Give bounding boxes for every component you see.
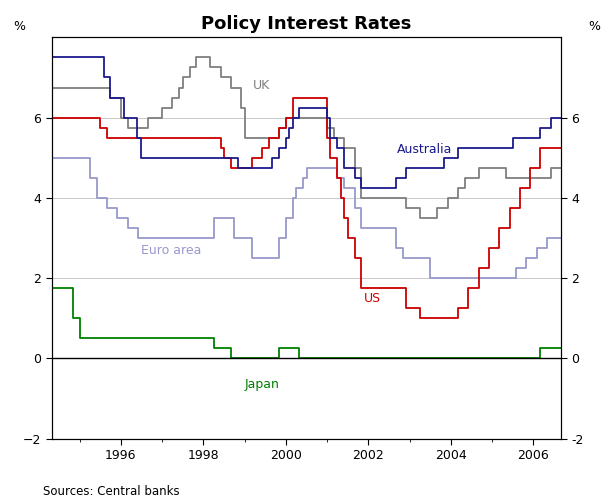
Text: UK: UK xyxy=(253,79,270,92)
Text: Euro area: Euro area xyxy=(142,244,202,256)
Text: US: US xyxy=(364,292,381,305)
Text: Sources: Central banks: Sources: Central banks xyxy=(43,485,180,497)
Text: %: % xyxy=(588,20,600,33)
Text: %: % xyxy=(13,20,25,33)
Title: Policy Interest Rates: Policy Interest Rates xyxy=(201,15,412,33)
Text: Japan: Japan xyxy=(245,378,280,391)
Text: Australia: Australia xyxy=(397,143,452,156)
